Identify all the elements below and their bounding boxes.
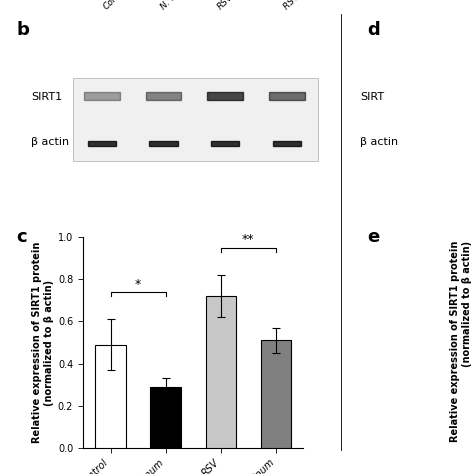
Text: *: * xyxy=(135,278,141,291)
Bar xyxy=(150,387,181,448)
Text: N. caninum: N. caninum xyxy=(159,0,201,12)
Text: SIRT1: SIRT1 xyxy=(31,92,62,102)
Text: e: e xyxy=(367,228,380,246)
Text: Control: Control xyxy=(102,0,131,12)
Bar xyxy=(261,340,291,448)
Y-axis label: Relative expression of SIRT1 protein
(normalized to β actin): Relative expression of SIRT1 protein (no… xyxy=(32,242,54,443)
Text: β actin: β actin xyxy=(31,137,69,147)
Text: **: ** xyxy=(242,234,255,246)
Text: b: b xyxy=(17,21,29,39)
Text: d: d xyxy=(367,21,380,39)
Text: Relative expression of SIRT1 protein
(normalized to β actin): Relative expression of SIRT1 protein (no… xyxy=(450,241,472,442)
Text: RSV: RSV xyxy=(216,0,235,12)
Text: β actin: β actin xyxy=(360,137,398,147)
Text: RSV+N. caninum: RSV+N. caninum xyxy=(282,0,343,12)
Bar xyxy=(206,296,236,448)
Text: c: c xyxy=(17,228,27,246)
Bar xyxy=(95,345,126,448)
Text: SIRT: SIRT xyxy=(360,92,384,102)
